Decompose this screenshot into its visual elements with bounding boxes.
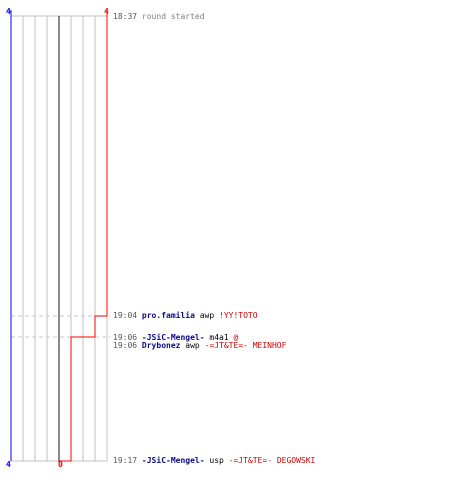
killer-name: -JSiC-Mengel- bbox=[141, 333, 205, 342]
blue-bottom-score: 4 bbox=[6, 460, 11, 469]
victim-name: -=JT&TE=- DEGOWSKI bbox=[228, 456, 316, 465]
event-time: 19:17 bbox=[113, 456, 138, 465]
weapon-name: m4a1 bbox=[209, 333, 229, 342]
weapon-name: awp bbox=[185, 341, 200, 350]
red-top-score: 4 bbox=[104, 7, 109, 16]
killer-name: pro.familia bbox=[141, 311, 195, 320]
event-time: 19:04 bbox=[113, 311, 138, 320]
weapon-name: awp bbox=[199, 311, 215, 320]
event-kill: 19:17 -JSiC-Mengel- usp -=JT&TE=- DEGOWS… bbox=[113, 456, 315, 465]
victim-name: @ bbox=[233, 333, 239, 342]
victim-name: !YY!TOTO bbox=[219, 311, 258, 320]
killer-name: Drybonez bbox=[141, 341, 181, 350]
grid-lines bbox=[11, 15, 108, 462]
event-time: 18:37 bbox=[113, 12, 138, 21]
event-kill: 19:06 Drybonez awp -=JT&TE=- MEINHOF bbox=[113, 341, 286, 350]
red-bottom-score: 0 bbox=[58, 460, 63, 469]
event-guide-lines bbox=[11, 315, 110, 338]
weapon-name: usp bbox=[209, 456, 224, 465]
blue-top-score: 4 bbox=[6, 7, 11, 16]
event-time: 19:06 bbox=[113, 333, 138, 342]
event-kill: 19:04 pro.familia awp !YY!TOTO bbox=[113, 311, 258, 320]
killer-name: -JSiC-Mengel- bbox=[141, 456, 205, 465]
event-round-started: 18:37 round started bbox=[113, 12, 205, 21]
victim-name: -=JT&TE=- MEINHOF bbox=[204, 341, 287, 350]
event-time: 19:06 bbox=[113, 341, 138, 350]
event-text: round started bbox=[141, 12, 205, 21]
red-team-score-line bbox=[58, 10, 108, 463]
event-kill: 19:06 -JSiC-Mengel- m4a1 @ bbox=[113, 333, 238, 342]
